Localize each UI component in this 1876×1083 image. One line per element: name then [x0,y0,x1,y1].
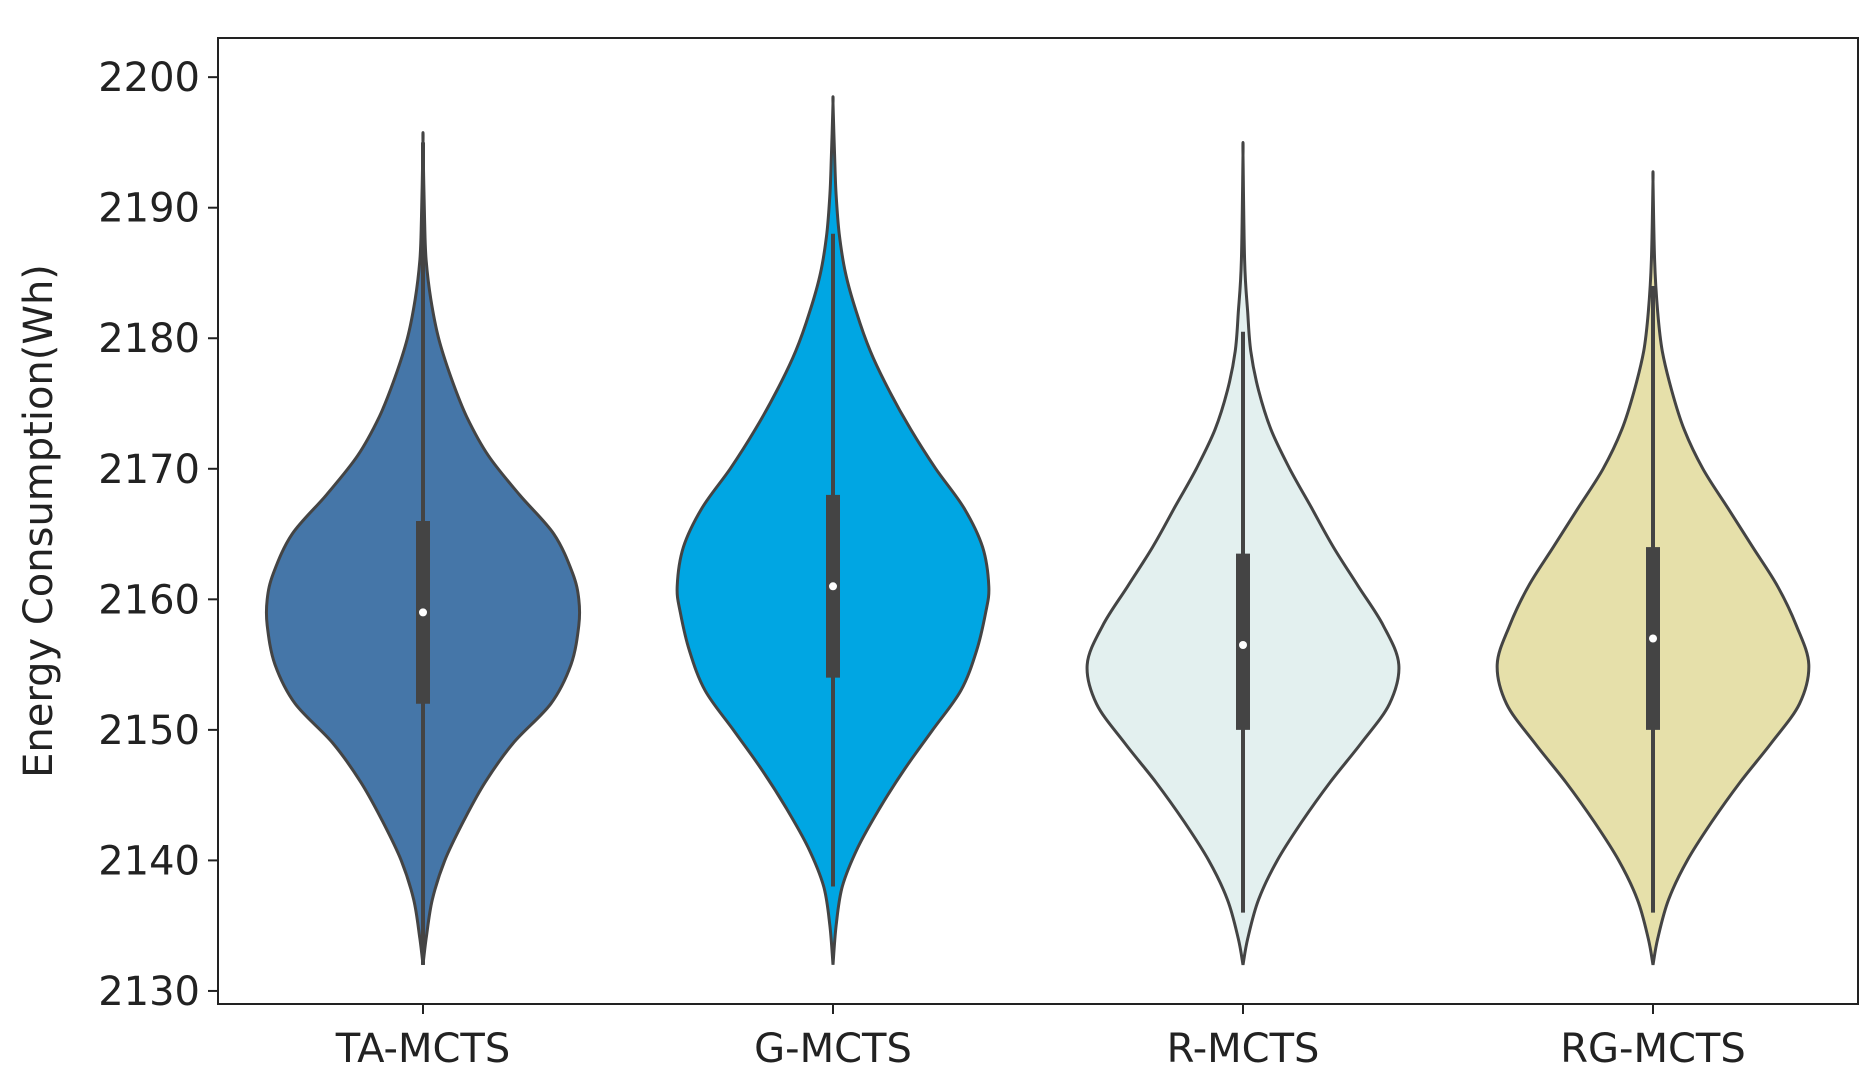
x-tick-label-ta-mcts: TA-MCTS [335,1026,511,1072]
x-tick-label-g-mcts: G-MCTS [754,1026,912,1072]
y-axis-label: Energy Consumption(Wh) [16,264,62,778]
y-tick-label: 2190 [98,186,200,232]
y-tick-label: 2180 [98,316,200,362]
y-tick-label: 2200 [98,55,200,101]
y-tick-label: 2150 [98,708,200,754]
x-tick-label-rg-mcts: RG-MCTS [1560,1026,1746,1072]
violin-ta-mcts [264,131,582,965]
y-tick-label: 2170 [98,447,200,493]
x-tick-label-r-mcts: R-MCTS [1167,1026,1320,1072]
y-axis: 2130 2140 2150 2160 2170 2180 2190 2200 [98,55,218,1015]
violin-r-mcts [1085,140,1401,966]
violin-median-g-mcts [829,582,837,591]
violin-median-rg-mcts [1649,634,1657,643]
y-tick-label: 2130 [98,969,200,1015]
y-tick-label: 2140 [98,838,200,884]
violin-median-r-mcts [1239,641,1247,650]
violin-rg-mcts [1495,170,1811,966]
violins-layer [264,95,1811,966]
violin-g-mcts [675,95,991,965]
violin-median-ta-mcts [419,608,427,617]
y-tick-label: 2160 [98,577,200,623]
x-axis: TA-MCTS G-MCTS R-MCTS RG-MCTS [335,1004,1746,1072]
